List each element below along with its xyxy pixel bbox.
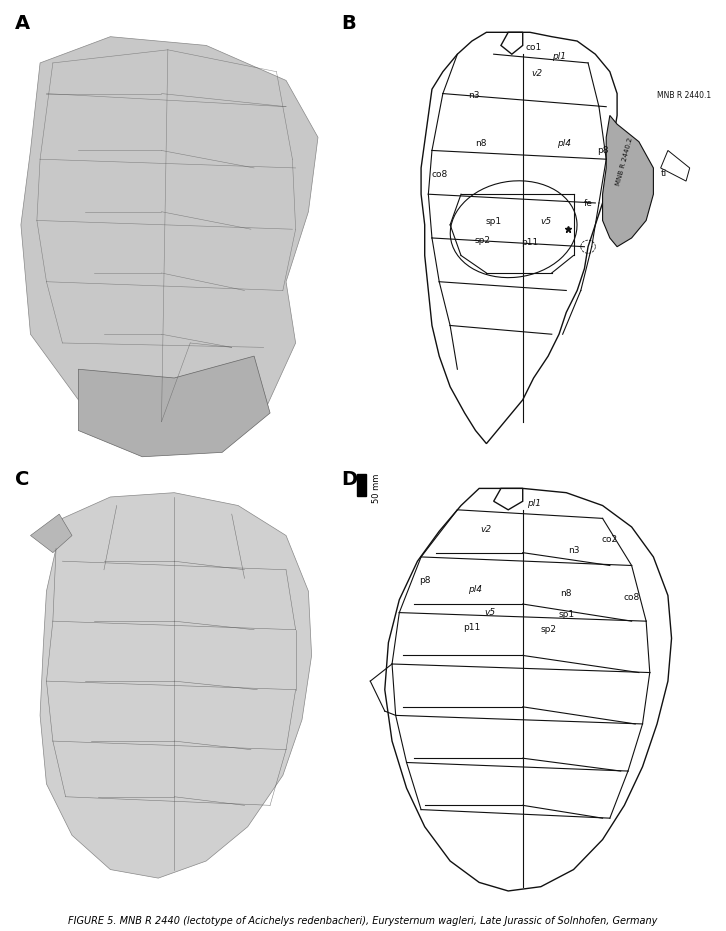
Text: v2: v2 [481,524,492,533]
Text: MNB R 2440.2: MNB R 2440.2 [615,137,634,186]
Text: C: C [15,470,29,489]
Polygon shape [494,489,523,510]
Polygon shape [661,151,690,182]
Text: B: B [341,14,356,33]
Text: 50 mm: 50 mm [372,474,381,504]
Text: co1: co1 [526,43,542,52]
Text: n8: n8 [476,140,486,148]
Text: fe: fe [584,199,592,209]
Text: sp2: sp2 [475,236,491,245]
Polygon shape [385,489,672,891]
Text: pl1: pl1 [552,52,566,61]
Text: p8: p8 [597,146,608,155]
Text: p8: p8 [419,576,431,585]
Polygon shape [30,514,72,553]
Text: pl4: pl4 [468,585,483,594]
Text: sp2: sp2 [540,626,556,634]
Text: FIGURE 5. MNB R 2440 (lectotype of Acichelys redenbacheri), Eurysternum wagleri,: FIGURE 5. MNB R 2440 (lectotype of Acich… [68,916,658,926]
Polygon shape [603,115,653,247]
Polygon shape [78,357,270,457]
Polygon shape [501,33,523,54]
Text: A: A [15,14,30,33]
Text: n8: n8 [560,588,572,598]
Text: p11: p11 [521,237,538,247]
Text: sp1: sp1 [486,217,502,226]
Bar [357,474,366,496]
Polygon shape [421,33,617,444]
Text: co8: co8 [624,593,640,602]
Text: n3: n3 [568,546,579,555]
Text: sp1: sp1 [558,610,574,619]
Text: pl1: pl1 [526,499,541,508]
Polygon shape [40,492,311,878]
Text: pl4: pl4 [558,140,571,148]
Polygon shape [21,36,318,439]
Text: D: D [341,470,357,489]
Text: v5: v5 [541,217,552,226]
Text: v5: v5 [484,608,496,617]
Text: n3: n3 [468,91,479,101]
Text: MNB R 2440.1: MNB R 2440.1 [657,91,711,100]
Text: co2: co2 [602,535,618,545]
Text: ti: ti [661,169,667,178]
Text: p11: p11 [463,623,481,632]
Text: v2: v2 [531,70,543,78]
Text: co8: co8 [432,170,448,179]
